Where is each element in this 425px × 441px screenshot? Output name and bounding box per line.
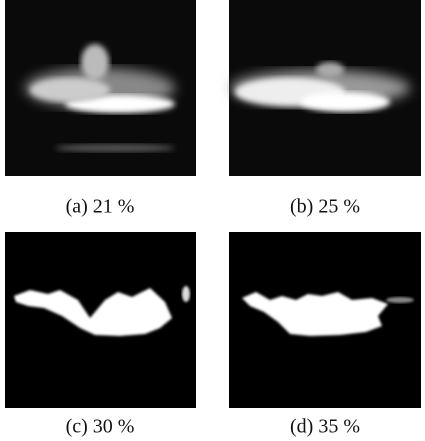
photo-c: [5, 232, 196, 408]
photo-d: [229, 232, 421, 408]
caption: (d) 35 %: [290, 416, 360, 438]
photo-a: [5, 0, 196, 176]
figure: (a) 21 % (b) 25 % (c) 30 % (d) 35 %: [0, 0, 425, 441]
photo-b: [229, 0, 421, 176]
caption: (b) 25 %: [290, 196, 360, 218]
caption: (c) 30 %: [66, 416, 135, 438]
caption: (a) 21 %: [66, 196, 135, 218]
